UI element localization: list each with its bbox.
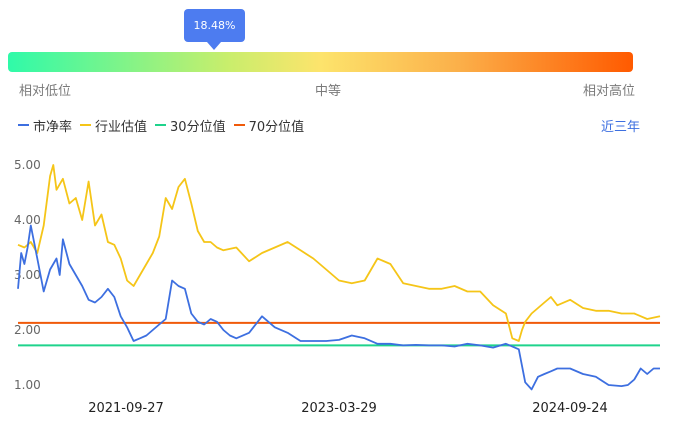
- x-tick-label: 2023-03-29: [301, 401, 377, 416]
- legend-label-industry: 行业估值: [95, 119, 148, 135]
- legend-item-pb[interactable]: 市净率: [18, 116, 72, 135]
- x-tick-label: 2021-09-27: [88, 401, 164, 416]
- percentile-tooltip: 18.48%: [184, 9, 245, 50]
- pb-line: [17, 224, 660, 391]
- low-level-label: 相对低位: [19, 84, 72, 99]
- legend-item-p30[interactable]: 30分位值: [155, 116, 226, 135]
- legend-swatch-p30: [155, 124, 167, 126]
- legend-swatch-p70: [233, 124, 245, 126]
- percentile-gradient-bar: [8, 52, 633, 72]
- y-tick-label: 5.00: [14, 158, 41, 172]
- mid-level-label: 中等: [315, 84, 342, 99]
- y-tick-label: 2.00: [14, 323, 41, 337]
- legend-item-p70[interactable]: 70分位值: [233, 116, 305, 135]
- legend-label-p70: 70分位值: [248, 119, 305, 135]
- legend-swatch-industry: [80, 124, 92, 126]
- y-tick-label: 3.00: [14, 268, 41, 282]
- percentile-value: 18.48%: [193, 19, 236, 32]
- y-tick-label: 1.00: [14, 378, 41, 392]
- legend-label-pb: 市净率: [33, 119, 73, 135]
- legend-swatch-pb: [18, 124, 29, 126]
- legend-item-industry[interactable]: 行业估值: [80, 116, 147, 135]
- chart-legend: 市净率 行业估值 30分位值 70分位值: [18, 116, 312, 135]
- x-tick-label: 2024-09-24: [532, 401, 608, 416]
- industry-valuation-line: [17, 164, 661, 342]
- y-tick-label: 4.00: [14, 213, 41, 227]
- period-selector[interactable]: 近三年: [600, 120, 640, 135]
- valuation-line-chart: 1.00 2.00 3.00 4.00 5.00 2021-09-27 2023-03-29…: [14, 158, 661, 416]
- legend-label-p30: 30分位值: [170, 119, 226, 135]
- valuation-percentile-indicator: 18.48% 相对低位 中等 相对高位: [0, 0, 686, 110]
- high-level-label: 相对高位: [583, 84, 636, 99]
